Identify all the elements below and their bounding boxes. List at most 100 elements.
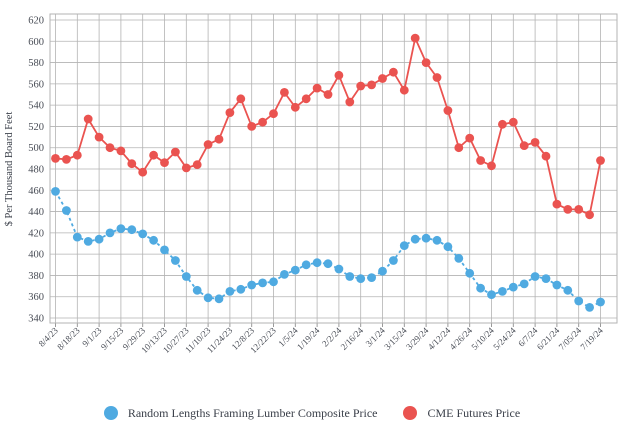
- cme-futures-swatch: [403, 406, 418, 420]
- data-point: [290, 102, 300, 112]
- y-tick-label: 580: [28, 58, 44, 69]
- data-point: [334, 70, 344, 80]
- data-point: [585, 303, 594, 312]
- data-point: [236, 284, 246, 294]
- data-point: [127, 159, 137, 169]
- data-point: [62, 206, 71, 215]
- y-tick-label: 540: [28, 101, 44, 112]
- data-point: [585, 210, 594, 220]
- y-tick-label: 420: [28, 228, 44, 239]
- data-point: [51, 187, 60, 196]
- data-point: [487, 290, 496, 299]
- data-point: [171, 256, 180, 265]
- y-tick-label: 380: [28, 271, 44, 282]
- data-point: [51, 154, 60, 163]
- data-point: [563, 205, 573, 214]
- data-point: [72, 150, 82, 160]
- data-point: [225, 287, 235, 296]
- data-point: [443, 106, 453, 115]
- data-point: [498, 119, 507, 129]
- x-tick-label: 3/29/24: [404, 325, 431, 352]
- x-tick-label: 4/26/24: [448, 325, 475, 352]
- y-tick-label: 400: [28, 250, 44, 261]
- data-point: [258, 117, 267, 127]
- x-tick-label: 2/16/24: [339, 325, 366, 352]
- data-point: [280, 270, 289, 279]
- data-point: [399, 85, 409, 95]
- legend-label-composite-price: Random Lengths Framing Lumber Composite …: [127, 406, 378, 420]
- data-point: [596, 297, 605, 307]
- data-point: [247, 280, 257, 290]
- data-point: [476, 156, 485, 165]
- y-tick-label: 340: [28, 314, 44, 325]
- series-line: [54, 190, 601, 309]
- data-point: [105, 228, 115, 238]
- data-point: [389, 256, 398, 265]
- data-point: [443, 242, 453, 252]
- data-point: [356, 274, 366, 283]
- composite-price-swatch: [103, 406, 118, 420]
- data-point: [541, 151, 551, 161]
- data-point: [116, 224, 126, 234]
- data-point: [334, 264, 344, 274]
- legend-label-cme-futures: CME Futures Price: [427, 406, 521, 420]
- data-point: [519, 141, 529, 151]
- data-point: [214, 134, 224, 144]
- data-point: [269, 277, 278, 287]
- data-point: [83, 237, 93, 246]
- data-point: [280, 88, 289, 97]
- data-point: [149, 235, 159, 245]
- data-point: [301, 260, 311, 270]
- y-tick-label: 480: [28, 165, 44, 176]
- grid: [49, 13, 618, 327]
- data-point: [236, 94, 246, 104]
- data-point: [290, 265, 300, 275]
- x-tick-label: 1/19/24: [295, 325, 322, 352]
- data-point: [574, 205, 584, 214]
- y-tick-label: 560: [28, 79, 44, 90]
- chart-legend: Random Lengths Framing Lumber Composite …: [0, 406, 624, 420]
- data-point: [367, 273, 376, 282]
- data-point: [541, 274, 551, 283]
- data-point: [301, 94, 311, 104]
- data-point: [72, 232, 82, 242]
- y-axis-title: $ Per Thousand Board Feet: [4, 112, 15, 227]
- data-point: [399, 241, 409, 251]
- y-tick-label: 600: [28, 37, 44, 48]
- data-point: [345, 97, 355, 107]
- data-point: [138, 167, 148, 177]
- data-point: [465, 133, 475, 143]
- data-point: [508, 282, 518, 292]
- composite-price-series: [51, 187, 605, 312]
- y-tick-label: 500: [28, 143, 44, 154]
- data-point: [203, 293, 213, 303]
- x-tick-label: 9/15/23: [99, 325, 126, 352]
- data-point: [83, 114, 93, 124]
- x-tick-label: 5/24/24: [491, 325, 518, 352]
- x-tick-label: 7/05/24: [557, 325, 584, 352]
- data-point: [519, 279, 529, 289]
- data-point: [181, 163, 191, 173]
- data-point: [94, 234, 104, 244]
- data-point: [378, 74, 387, 83]
- data-point: [258, 278, 267, 288]
- data-point: [94, 132, 104, 142]
- data-point: [323, 259, 333, 269]
- data-point: [149, 150, 159, 160]
- data-point: [552, 280, 562, 290]
- y-tick-label: 360: [28, 292, 44, 303]
- price-chart-plot: 340 360 380 400 420 440 460 480 500 520 540 560 580 6…: [4, 13, 618, 355]
- data-point: [389, 67, 398, 77]
- data-point: [465, 268, 475, 278]
- data-point: [345, 272, 355, 281]
- legend-item-cme-futures: CME Futures Price: [403, 406, 520, 420]
- data-point: [432, 235, 442, 245]
- data-point: [203, 140, 213, 149]
- data-point: [421, 233, 431, 243]
- data-point: [367, 80, 376, 90]
- x-tick-label: 3/15/24: [382, 325, 409, 352]
- data-point: [171, 147, 180, 157]
- data-point: [552, 199, 562, 209]
- data-point: [192, 285, 202, 295]
